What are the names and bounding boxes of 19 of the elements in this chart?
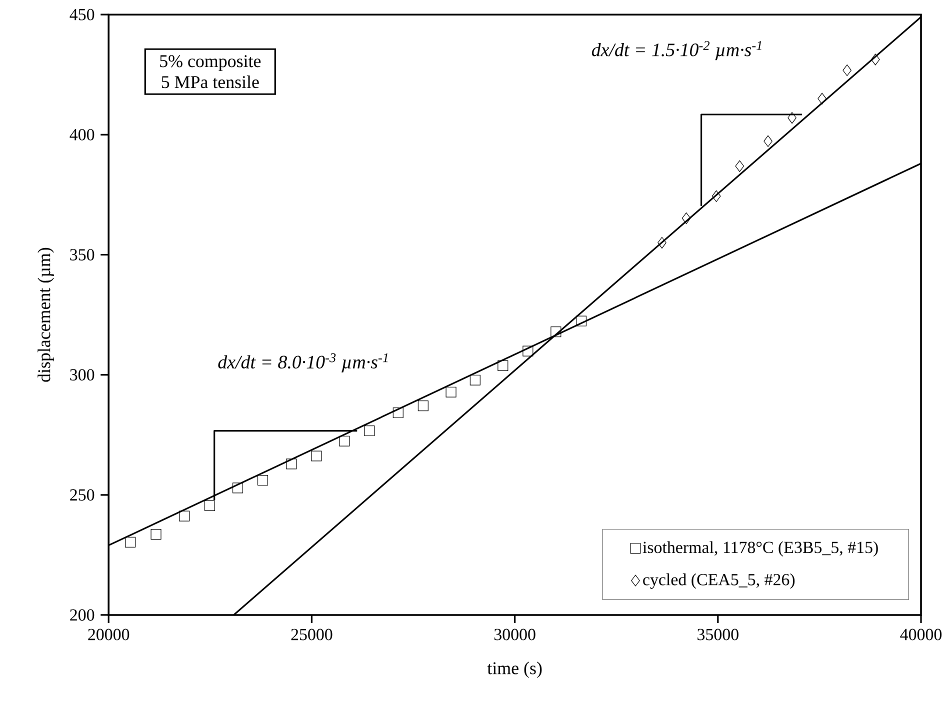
y-tick-label: 200 <box>70 609 94 621</box>
y-tick-label: 300 <box>70 369 94 381</box>
annotation: 5 MPa tensile <box>162 76 259 88</box>
x-tick-label: 20000 <box>88 628 130 640</box>
y-tick-label: 250 <box>70 489 94 501</box>
y-tick-label: 350 <box>70 249 94 260</box>
x-tick-label: 25000 <box>291 628 332 640</box>
annotation: dx/dt = 8.0·10$^{-3}$ µm·s$^{-1}$ <box>218 353 388 372</box>
x-tick-label: 35000 <box>698 628 738 640</box>
x-axis-title: time (s) <box>487 662 542 678</box>
x-tick-label: 30000 <box>494 628 536 640</box>
y-axis-title: displacement (µm) <box>38 248 54 382</box>
legend-label: cycled (CEA5_5, #26) <box>643 573 795 589</box>
annotation: dx/dt = 1.5·10$^{-2}$ µm·s$^{-1}$ <box>592 41 762 60</box>
annotation: 5% composite <box>160 55 261 71</box>
legend-label: isothermal, 1178°C (E3B5_5, #15) <box>642 541 878 557</box>
y-tick-label: 450 <box>70 8 94 20</box>
x-tick-label: 40000 <box>900 628 942 640</box>
y-tick-label: 400 <box>70 128 94 140</box>
